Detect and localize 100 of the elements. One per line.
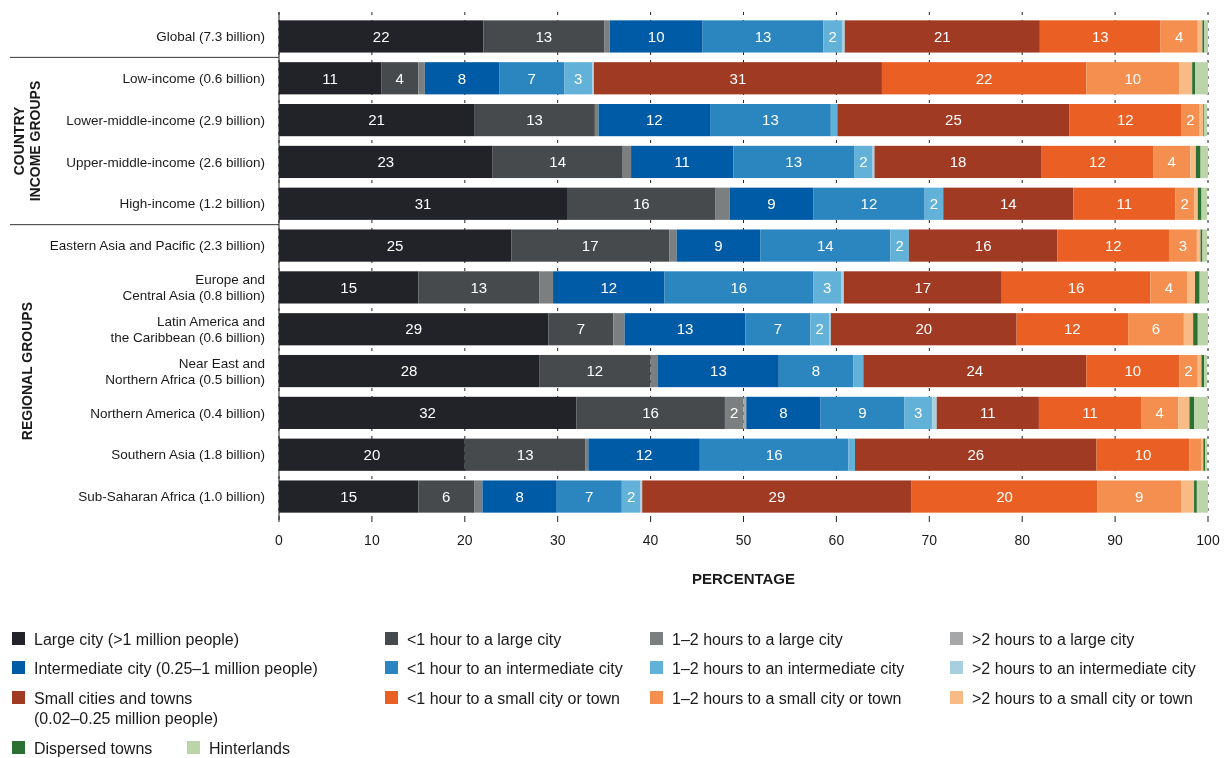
data-label: 15 bbox=[340, 487, 358, 505]
legend-label: >2 hours to a large city bbox=[972, 630, 1135, 648]
y-tick-label: Lower-middle-income (2.9 billion) bbox=[66, 112, 265, 128]
data-label: 13 bbox=[535, 27, 553, 45]
y-tick-label: Upper-middle-income (2.6 billion) bbox=[66, 154, 265, 170]
y-tick-label: Low-income (0.6 billion) bbox=[122, 71, 265, 86]
data-label: 7 bbox=[773, 320, 783, 338]
data-label: 13 bbox=[1091, 27, 1109, 45]
data-label: 2 bbox=[626, 487, 636, 505]
data-label: 12 bbox=[600, 278, 618, 296]
x-tick-label: 80 bbox=[1014, 531, 1031, 548]
data-label: 2 bbox=[815, 320, 824, 338]
legend-label: Intermediate city (0.25–1 million people) bbox=[34, 659, 318, 677]
data-label: 13 bbox=[762, 111, 779, 129]
data-label: 29 bbox=[768, 487, 786, 505]
legend-label: 1–2 hours to a large city bbox=[672, 630, 843, 648]
data-label: 9 bbox=[1135, 487, 1144, 505]
y-tick-label: High-income (1.2 billion) bbox=[119, 196, 265, 212]
y-tick-label: Eastern Asia and Pacific (2.3 billion) bbox=[49, 238, 265, 254]
legend-label: 1–2 hours to an intermediate city bbox=[672, 659, 905, 677]
data-label: 31 bbox=[414, 195, 432, 213]
legend-label: >2 hours to a small city or town bbox=[972, 689, 1193, 707]
data-label: 8 bbox=[779, 404, 788, 422]
data-label: 17 bbox=[914, 278, 932, 296]
data-label: 4 bbox=[1175, 27, 1184, 45]
data-label: 13 bbox=[710, 362, 727, 380]
data-label: 2 bbox=[1180, 195, 1189, 213]
data-label: 2 bbox=[859, 153, 868, 171]
data-label: 3 bbox=[913, 404, 923, 422]
data-label: 12 bbox=[1116, 111, 1134, 129]
data-label: 21 bbox=[368, 111, 385, 129]
data-label: 22 bbox=[372, 27, 390, 45]
x-tick-label: 100 bbox=[1196, 531, 1220, 548]
y-tick-label: Global (7.3 billion) bbox=[156, 29, 265, 45]
data-label: 7 bbox=[585, 487, 594, 505]
data-label: 10 bbox=[1134, 445, 1152, 463]
data-label: 10 bbox=[647, 27, 665, 45]
data-label: 14 bbox=[549, 153, 567, 171]
data-label: 12 bbox=[586, 362, 604, 380]
text: REGIONAL GROUPS bbox=[18, 301, 35, 441]
data-label: 16 bbox=[730, 278, 748, 296]
x-tick-label: 60 bbox=[828, 531, 845, 548]
x-tick-label: 0 bbox=[275, 531, 284, 548]
x-tick-label: 70 bbox=[921, 531, 938, 548]
y-tick-label: Southern Asia (1.8 billion) bbox=[111, 447, 265, 463]
data-label: 9 bbox=[767, 195, 776, 213]
legend-label: >2 hours to an intermediate city bbox=[972, 659, 1196, 677]
data-label: 3 bbox=[573, 69, 583, 87]
data-label: 21 bbox=[933, 27, 951, 45]
y-tick-label: Sub-Saharan Africa (1.0 billion) bbox=[78, 489, 265, 505]
data-label: 16 bbox=[642, 404, 659, 422]
data-label: 11 bbox=[1082, 404, 1098, 422]
data-label: 3 bbox=[822, 278, 832, 296]
data-label: 4 bbox=[1155, 404, 1164, 422]
data-label: 13 bbox=[470, 278, 488, 296]
data-label: 13 bbox=[676, 320, 694, 338]
data-label: 4 bbox=[1167, 153, 1176, 171]
data-label: 10 bbox=[1124, 69, 1142, 87]
data-label: 11 bbox=[674, 153, 690, 171]
data-label: 9 bbox=[714, 236, 723, 254]
data-label: 12 bbox=[645, 111, 663, 129]
x-axis-title: PERCENTAGE bbox=[691, 570, 796, 588]
data-label: 25 bbox=[386, 236, 404, 254]
data-label: 6 bbox=[1151, 320, 1161, 338]
data-label: 17 bbox=[581, 236, 599, 254]
data-label: 10 bbox=[1124, 362, 1142, 380]
data-label: 2 bbox=[929, 195, 939, 213]
data-label: 16 bbox=[765, 445, 783, 463]
x-tick-label: 20 bbox=[457, 531, 473, 548]
legend-label: 1–2 hours to a small city or town bbox=[672, 689, 902, 707]
data-label: 9 bbox=[858, 404, 867, 422]
data-label: 32 bbox=[419, 404, 436, 422]
data-label: 18 bbox=[949, 153, 967, 171]
data-label: 28 bbox=[400, 362, 418, 380]
data-label: 11 bbox=[980, 404, 996, 422]
data-label: 6 bbox=[442, 487, 451, 505]
data-label: 16 bbox=[632, 195, 650, 213]
y-tick-label: Near East and Northern Africa (0.5 billion) bbox=[105, 355, 265, 387]
data-label: 23 bbox=[377, 153, 395, 171]
legend-label: Small cities and towns (0.02–0.25 million people) bbox=[34, 689, 219, 727]
x-tick-label: 90 bbox=[1107, 531, 1124, 548]
data-label: 2 bbox=[730, 404, 739, 422]
data-label: 8 bbox=[515, 487, 524, 505]
data-label: 2 bbox=[1184, 362, 1193, 380]
data-label: 20 bbox=[363, 445, 381, 463]
legend-label: <1 hour to an intermediate city bbox=[407, 659, 623, 677]
data-label: 8 bbox=[457, 69, 467, 87]
data-label: 4 bbox=[395, 69, 404, 87]
x-tick-label: 40 bbox=[642, 531, 659, 548]
data-label: 25 bbox=[945, 111, 962, 129]
data-label: 24 bbox=[966, 362, 984, 380]
data-label: 11 bbox=[322, 69, 338, 87]
legend-label: <1 hour to a large city bbox=[407, 630, 562, 648]
data-label: 14 bbox=[816, 236, 834, 254]
legend-label: <1 hour to a small city or town bbox=[407, 689, 620, 707]
data-label: 16 bbox=[974, 236, 992, 254]
data-label: 2 bbox=[895, 236, 904, 254]
data-label: 12 bbox=[1064, 320, 1081, 338]
data-label: 29 bbox=[405, 320, 423, 338]
x-tick-label: 50 bbox=[735, 531, 752, 548]
